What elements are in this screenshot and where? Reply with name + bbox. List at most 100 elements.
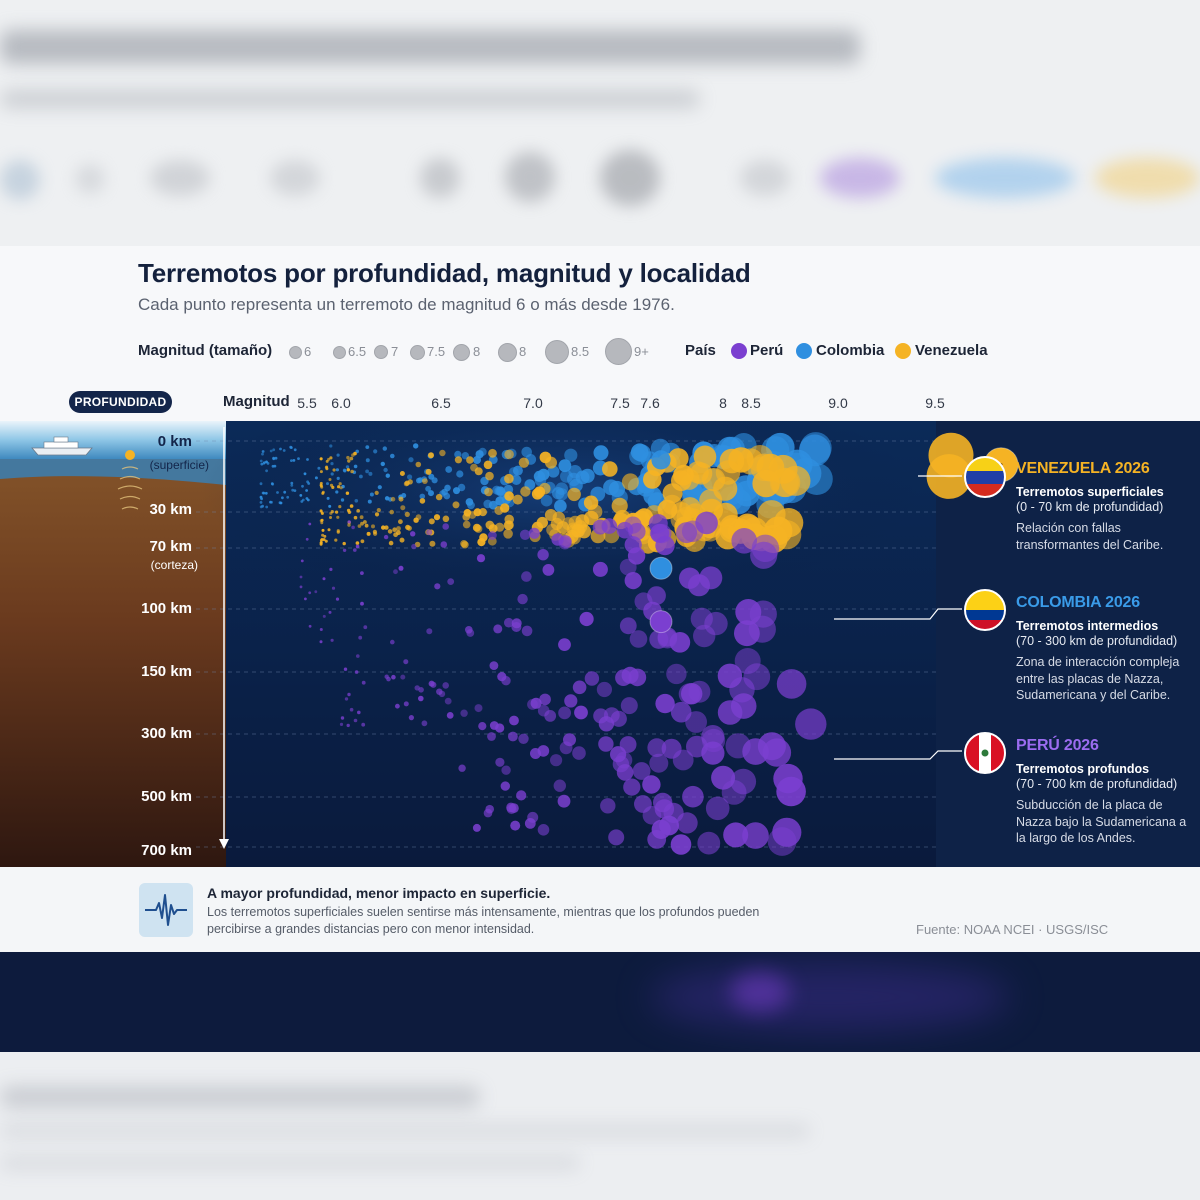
earthquake-point-peru	[495, 757, 505, 767]
earthquake-point-colombia	[303, 472, 307, 476]
legend-country-name: Perú	[750, 342, 784, 359]
depth-label: 100 km	[141, 600, 192, 617]
earthquake-point-peru	[342, 548, 347, 552]
earthquake-points	[259, 432, 974, 856]
earthquake-point-venezuela	[336, 515, 340, 519]
legend-country-dot	[731, 343, 747, 359]
earthquake-point-colombia	[651, 450, 671, 470]
earthquake-point-venezuela	[360, 521, 364, 526]
earthquake-point-peru	[308, 522, 312, 526]
earthquake-point-venezuela	[347, 459, 351, 463]
earthquake-point-peru	[308, 591, 312, 595]
earth-crust-section	[0, 421, 226, 867]
earthquake-point-peru	[322, 614, 326, 618]
earthquake-point-colombia	[340, 498, 345, 502]
earthquake-point-colombia	[260, 497, 263, 501]
earthquake-point-colombia	[413, 443, 419, 449]
earthquake-point-peru	[383, 534, 389, 540]
earthquake-point-peru	[390, 639, 395, 645]
source-credit: Fuente: NOAA NCEI · USGS/ISC	[916, 922, 1109, 937]
depth-axis-arrow	[219, 427, 229, 849]
earthquake-point-venezuela	[374, 490, 379, 495]
earthquake-point-peru	[695, 511, 718, 535]
earthquake-point-venezuela	[338, 505, 342, 509]
depth-label: 700 km	[141, 842, 192, 859]
earthquake-point-venezuela	[428, 518, 435, 525]
earthquake-point-peru	[356, 654, 360, 658]
earthquake-point-colombia	[264, 491, 268, 495]
callout-venezuela: VENEZUELA 2026 Terremotos superficiales …	[1016, 460, 1196, 553]
earthquake-point-venezuela	[728, 447, 754, 473]
earthquake-point-peru	[624, 572, 642, 590]
callout-range: (0 - 70 km de profundidad)	[1016, 500, 1164, 514]
earthquake-point-venezuela	[346, 455, 350, 460]
earthquake-point-venezuela	[484, 487, 493, 497]
earthquake-point-peru	[358, 635, 363, 640]
earthquake-point-colombia	[269, 449, 273, 453]
earthquake-point-venezuela	[364, 523, 369, 528]
earthquake-point-peru	[460, 709, 468, 717]
earthquake-point-peru	[339, 722, 344, 726]
earthquake-point-peru	[511, 618, 522, 629]
earthquake-point-venezuela	[356, 509, 361, 513]
earthquake-point-peru	[592, 561, 608, 577]
earthquake-point-peru	[627, 547, 646, 565]
earthquake-point-peru	[615, 669, 632, 686]
earthquake-point-peru	[537, 549, 549, 561]
callout-title: VENEZUELA 2026	[1016, 460, 1150, 477]
earthquake-point-colombia	[328, 504, 332, 508]
earthquake-point-venezuela	[319, 509, 323, 513]
earthquake-point-colombia	[373, 449, 378, 454]
earthquake-point-venezuela	[533, 486, 546, 498]
earthquake-point-venezuela	[474, 467, 483, 476]
earthquake-point-colombia	[282, 449, 286, 452]
earthquake-point-venezuela	[452, 501, 460, 509]
blurred-bottom-dark	[0, 952, 1200, 1052]
earthquake-point-peru	[723, 822, 749, 848]
earthquake-point-colombia	[473, 456, 481, 464]
earthquake-point-venezuela	[442, 515, 450, 523]
earthquake-point-venezuela	[757, 500, 786, 529]
earthquake-point-colombia	[261, 504, 264, 508]
earthquake-point-colombia	[317, 466, 321, 470]
earthquake-point-colombia	[330, 462, 334, 466]
earthquake-point-colombia	[261, 491, 265, 495]
earthquake-point-peru	[344, 697, 349, 701]
earthquake-point-venezuela	[322, 538, 326, 542]
earthquake-point-venezuela	[320, 485, 324, 489]
earthquake-point-peru	[574, 705, 588, 720]
x-axis-title: Magnitud	[223, 393, 290, 410]
earthquake-point-colombia	[274, 456, 278, 460]
earthquake-point-peru	[360, 571, 364, 575]
earthquake-point-peru	[742, 822, 769, 849]
earthquake-point-peru	[584, 671, 600, 686]
callout-range: (70 - 300 km de profundidad)	[1016, 634, 1178, 648]
earthquake-point-venezuela	[512, 494, 523, 505]
earthquake-point-venezuela	[374, 512, 380, 517]
note-title: A mayor profundidad, menor impacto en su…	[207, 885, 551, 901]
earthquake-point-colombia	[291, 488, 295, 492]
callout-headline: Terremotos profundos	[1016, 762, 1150, 776]
earthquake-point-venezuela	[435, 493, 443, 501]
earthquake-point-peru	[403, 701, 409, 707]
earthquake-point-venezuela	[461, 541, 469, 549]
earthquake-point-colombia	[359, 474, 363, 479]
highlight-point-peru	[649, 610, 673, 634]
earthquake-point-venezuela	[360, 539, 365, 544]
earthquake-point-venezuela	[319, 470, 323, 474]
callout-title: COLOMBIA 2026	[1016, 594, 1140, 611]
earthquake-point-colombia	[593, 445, 609, 461]
earthquake-point-peru	[314, 590, 318, 594]
earthquake-point-peru	[629, 630, 648, 648]
earthquake-point-peru	[647, 738, 667, 758]
earthquake-point-venezuela	[347, 523, 351, 527]
earthquake-point-peru	[384, 674, 389, 679]
earthquake-point-colombia	[558, 459, 572, 473]
earthquake-point-peru	[518, 733, 529, 744]
connector-colombia	[834, 608, 962, 620]
x-tick-label: 7.5	[610, 395, 630, 411]
earthquake-point-venezuela	[428, 452, 434, 459]
earthquake-point-venezuela	[337, 485, 341, 489]
earthquake-point-peru	[446, 712, 454, 719]
earthquake-point-colombia	[307, 482, 311, 485]
